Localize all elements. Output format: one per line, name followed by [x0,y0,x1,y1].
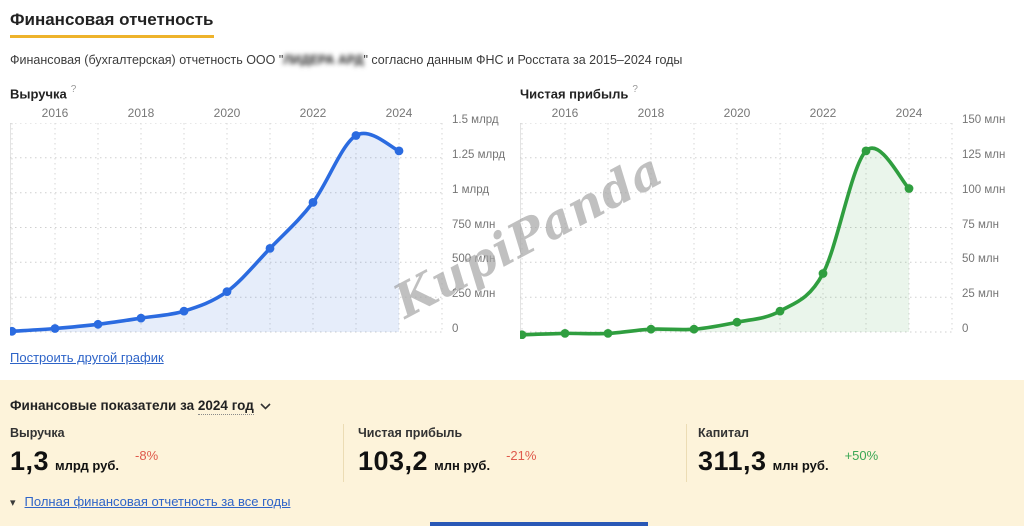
revenue-plot-svg [10,123,443,336]
net-profit-chart-plot[interactable]: 2016 2018 2020 2022 2024 150 млн 125 млн 100 мл… [520,106,1024,346]
company-name-redacted: ЛИДЕРА АРД [283,53,364,67]
x-axis-tick-label: 2018 [127,106,155,120]
metric-label: Выручка [10,426,65,440]
y-axis-tick-label: 25 млн [962,288,999,301]
metric-revenue: Выручка 1,3 млрд руб. -8% [10,426,310,477]
x-axis-tick-label: 2020 [723,106,751,120]
x-axis-tick-label: 2022 [809,106,837,120]
net-profit-plot-svg [520,123,953,339]
metric-value: 311,3 [698,446,767,476]
clipped-bottom-element[interactable] [430,522,648,526]
net-profit-chart-title: Чистая прибыль [520,86,629,102]
y-axis-tick-label: 150 млн [962,114,1006,126]
metric-net-profit: Чистая прибыль 103,2 млн руб. -21% [358,426,658,477]
metric-delta: -8% [135,448,159,463]
subtitle-suffix: " согласно данным ФНС и Росстата за 2015… [363,53,683,67]
y-axis-tick-label: 500 млн [452,253,496,266]
y-axis-tick-label: 0 [962,323,969,335]
revenue-chart: Выручка? 2016 2018 2020 2022 2024 1.5 млрд 1.2… [10,84,515,346]
metric-value: 1,3 [10,446,50,476]
x-axis-tick-label: 2024 [895,106,923,120]
page-subtitle: Финансовая (бухгалтерская) отчетность ОО… [10,53,682,67]
y-axis-tick-label: 0 [452,323,459,335]
metric-unit: млн руб. [772,458,829,473]
metric-label: Чистая прибыль [358,426,463,440]
y-axis-tick-label: 250 млн [452,288,496,301]
revenue-chart-plot[interactable]: 2016 2018 2020 2022 2024 1.5 млрд 1.25 млрд 1 м… [10,106,515,346]
panel-title-prefix: Финансовые показатели за [10,398,195,413]
x-axis-tick-label: 2016 [551,106,579,120]
metric-separator [343,424,344,482]
metric-label: Капитал [698,426,749,440]
panel-title: Финансовые показатели за 2024 год [10,398,271,415]
financial-indicators-panel: Финансовые показатели за 2024 год Выручк… [0,380,1024,526]
metric-unit: млн руб. [434,458,491,473]
y-axis-tick-label: 1.5 млрд [452,114,499,126]
y-axis-tick-label: 125 млн [962,148,1006,161]
x-axis-tick-label: 2022 [299,106,327,120]
revenue-chart-title: Выручка [10,86,67,102]
y-axis-tick-label: 75 млн [962,218,999,231]
y-axis-tick-label: 750 млн [452,218,496,231]
help-icon[interactable]: ? [632,84,638,95]
page-title: Финансовая отчетность [10,10,214,38]
build-another-chart-link[interactable]: Построить другой график [10,350,164,365]
metric-capital: Капитал 311,3 млн руб. +50% [698,426,998,477]
y-axis-tick-label: 100 млн [962,183,1006,196]
year-selector[interactable]: 2024 год [197,398,254,415]
metric-unit: млрд руб. [55,458,120,473]
full-report-row: ▾ Полная финансовая отчетность за все год… [10,494,290,509]
metric-delta: +50% [844,448,879,463]
metric-delta: -21% [506,448,537,463]
x-axis-tick-label: 2016 [41,106,69,120]
y-axis-tick-label: 50 млн [962,253,999,266]
full-report-link[interactable]: Полная финансовая отчетность за все годы [24,494,291,509]
x-axis-tick-label: 2020 [213,106,241,120]
y-axis-tick-label: 1 млрд [452,183,490,196]
subtitle-prefix: Финансовая (бухгалтерская) отчетность ОО… [10,53,284,67]
y-axis-tick-label: 1.25 млрд [452,148,506,161]
triangle-down-icon[interactable]: ▾ [10,497,16,509]
chevron-down-icon[interactable] [260,398,271,413]
net-profit-chart: Чистая прибыль? 2016 2018 2020 2022 2024 150 … [520,84,1024,346]
x-axis-tick-label: 2018 [637,106,665,120]
help-icon[interactable]: ? [70,84,77,95]
x-axis-tick-label: 2024 [385,106,413,120]
metric-value: 103,2 [358,446,429,476]
metric-separator [686,424,687,482]
